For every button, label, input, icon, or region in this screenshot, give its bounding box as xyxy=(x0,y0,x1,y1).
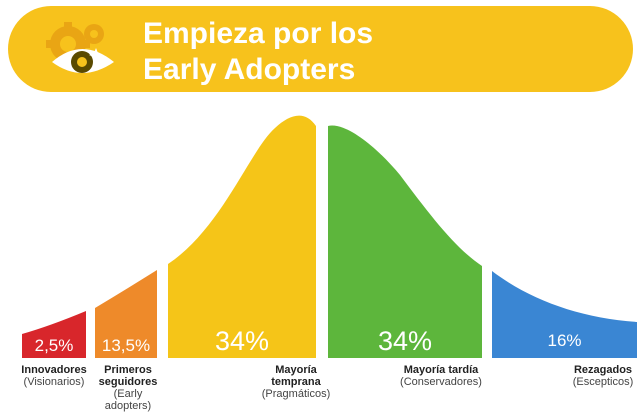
label-primeros-sub: (Early adopters) xyxy=(104,388,152,412)
label-temprana-title: Mayoría temprana xyxy=(271,364,321,388)
segment-tardia xyxy=(328,125,482,358)
label-innovadores-sub: (Visionarios) xyxy=(23,376,85,388)
label-temprana-sub: (Pragmáticos) xyxy=(261,388,331,400)
segment-rezagados xyxy=(492,271,637,358)
header-banner: Empieza por los Early Adopters xyxy=(8,6,633,92)
eye-gears-icon xyxy=(46,22,114,73)
label-tardia-title: Mayoría tardía xyxy=(403,364,479,376)
label-rezagados: Rezagados (Escepticos) xyxy=(566,364,640,388)
segment-primeros xyxy=(95,270,157,358)
label-primeros: Primeros seguidores (Early adopters) xyxy=(92,364,164,412)
percent-rezagados: 16% xyxy=(547,331,582,350)
label-temprana: Mayoría temprana (Pragmáticos) xyxy=(256,364,336,400)
label-rezagados-title: Rezagados xyxy=(573,364,633,376)
segment-innovadores xyxy=(22,311,86,358)
title-line-2: Early Adopters xyxy=(143,53,356,86)
title-line-1: Empieza por los xyxy=(143,17,374,50)
percent-tardia: 34% xyxy=(377,326,433,356)
label-tardia-sub: (Conservadores) xyxy=(400,376,482,388)
label-innovadores: Innovadores (Visionarios) xyxy=(8,364,100,388)
label-tardia: Mayoría tardía (Conservadores) xyxy=(396,364,486,388)
percent-temprana: 34% xyxy=(214,326,270,356)
header-title: Empieza por los Early Adopters xyxy=(143,16,373,88)
segment-temprana xyxy=(168,115,316,358)
label-rezagados-sub: (Escepticos) xyxy=(572,376,634,388)
percent-primeros: 13,5% xyxy=(101,336,151,355)
label-primeros-title: Primeros seguidores xyxy=(98,364,158,388)
label-innovadores-title: Innovadores xyxy=(21,364,87,376)
percent-innovadores: 2,5% xyxy=(34,336,74,355)
